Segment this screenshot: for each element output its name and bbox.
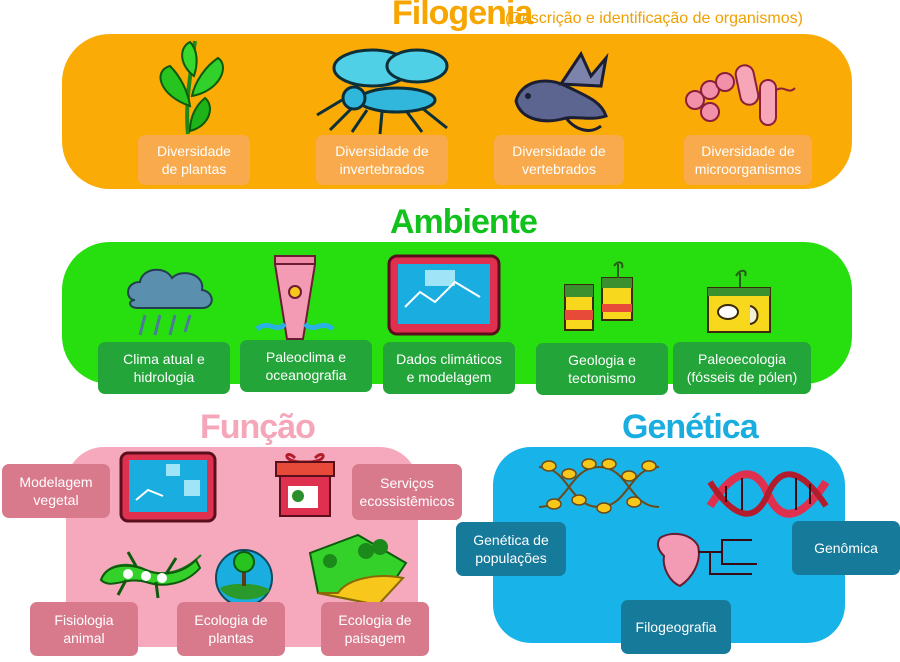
lizard-icon	[514, 50, 609, 132]
landscape-icon	[308, 533, 408, 607]
genetica-label-populacoes: Genética de populações	[456, 522, 566, 576]
filogenia-title: Filogenia	[392, 0, 533, 32]
ambiente-label-dados: Dados climáticos e modelagem	[383, 342, 515, 394]
microbe-icon	[685, 64, 796, 126]
map-tree-icon	[656, 532, 757, 588]
filogenia-label-vertebrados: Diversidade de vertebrados	[494, 135, 624, 185]
ice-core-icon	[255, 255, 335, 340]
filogenia-label-invertebrados: Diversidade de invertebrados	[316, 135, 448, 185]
rain-cloud-icon	[127, 268, 213, 336]
filogenia-subtitle: (Descrição e identificação de organismos…	[505, 10, 803, 27]
gecko-icon	[99, 551, 202, 599]
funcao-label-ecologia-paisagem: Ecologia de paisagem	[321, 602, 429, 656]
ambiente-label-paleoclima: Paleoclima e oceanografia	[240, 340, 372, 392]
bird-dna-icon	[538, 458, 660, 514]
monitor-icon	[387, 254, 501, 336]
ambiente-label-clima: Clima atual e hidrologia	[98, 342, 230, 394]
ambiente-label-paleoecologia: Paleoecologia (fósseis de pólen)	[673, 342, 811, 394]
soil-layers-icon	[564, 261, 633, 331]
mosquito-icon	[316, 48, 449, 135]
plant-icon	[159, 40, 224, 135]
genetica-label-genomica: Genômica	[792, 521, 900, 575]
fossil-icon	[707, 269, 771, 333]
funcao-label-fisiologia: Fisiologia animal	[30, 602, 138, 656]
funcao-title: Função	[200, 408, 316, 446]
funcao-label-modelagem: Modelagem vegetal	[2, 464, 110, 518]
ambiente-label-geologia: Geologia e tectonismo	[536, 343, 668, 395]
funcao-label-servicos: Serviços ecossistêmicos	[352, 464, 462, 520]
ambiente-title: Ambiente	[390, 203, 538, 241]
globe-tree-icon	[215, 549, 273, 607]
function-monitor-icon	[119, 451, 217, 523]
genetica-title: Genética	[622, 408, 759, 446]
filogenia-label-plantas: Diversidade de plantas	[138, 135, 250, 185]
funcao-label-ecologia-plantas: Ecologia de plantas	[177, 602, 285, 656]
gift-box-icon	[275, 453, 335, 517]
filogenia-label-microorganismos: Diversidade de microorganismos	[684, 135, 812, 185]
genetica-label-filogeografia: Filogeografia	[621, 600, 731, 654]
dna-icon	[706, 470, 830, 518]
